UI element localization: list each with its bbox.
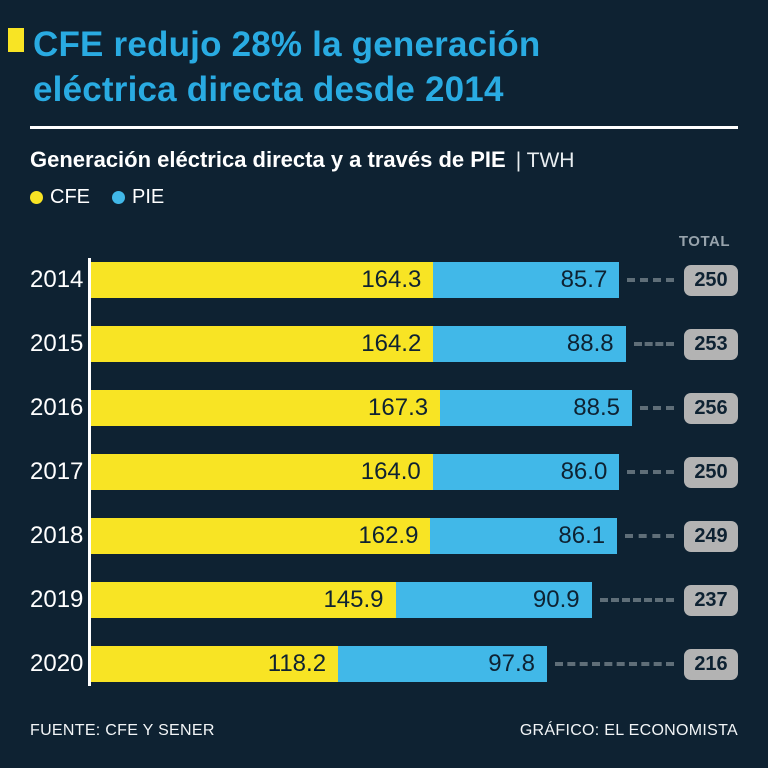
- title-marker-icon: [8, 28, 24, 52]
- total-column-header: TOTAL: [678, 233, 730, 250]
- pie-value: 85.7: [560, 266, 608, 293]
- page-title: CFE redujo 28% la generación eléctrica d…: [33, 22, 738, 112]
- title-line-1: CFE redujo 28% la generación: [33, 25, 541, 64]
- year-label: 2019: [30, 586, 84, 613]
- title-separator: [30, 126, 738, 129]
- pie-segment: 85.7: [433, 262, 620, 298]
- pie-segment: 86.1: [430, 518, 618, 554]
- total-badge: 250: [684, 456, 738, 488]
- year-label: 2017: [30, 458, 84, 485]
- pie-value: 86.1: [558, 522, 606, 549]
- connector-dash-icon: [640, 406, 674, 410]
- cfe-value: 162.9: [358, 522, 419, 549]
- chart-rows: 2014 164.3 85.7 250 2015 164.2 88.8 253 2016 167.…: [30, 258, 738, 686]
- legend-label: PIE: [132, 186, 165, 208]
- total-badge: 249: [684, 520, 738, 552]
- footer: FUENTE: CFE Y SENER GRÁFICO: EL ECONOMIS…: [30, 722, 738, 740]
- bar-track: 164.2 88.8: [88, 326, 684, 362]
- stacked-bar: 167.3 88.5: [88, 390, 632, 426]
- total-badge: 237: [684, 584, 738, 616]
- stacked-bar: 145.9 90.9: [88, 582, 592, 618]
- bar-track: 164.3 85.7: [88, 262, 684, 298]
- connector-dash-icon: [627, 470, 674, 474]
- cfe-segment: 164.2: [88, 326, 434, 362]
- bar-track: 167.3 88.5: [88, 390, 684, 426]
- bar-track: 118.2 97.8: [88, 646, 684, 682]
- cfe-segment: 118.2: [88, 646, 339, 682]
- pie-segment: 88.5: [440, 390, 632, 426]
- total-badge: 256: [684, 392, 738, 424]
- chart-subtitle: Generación eléctrica directa y a través …: [30, 147, 738, 173]
- title-line-2: eléctrica directa desde 2014: [33, 70, 504, 109]
- subtitle-unit: | TWH: [515, 149, 575, 172]
- pie-value: 88.8: [566, 330, 614, 357]
- bar-row: 2014 164.3 85.7 250: [30, 262, 738, 298]
- legend-item-cfe: CFE: [30, 186, 90, 209]
- pie-segment: 90.9: [395, 582, 592, 618]
- pie-value: 86.0: [560, 458, 608, 485]
- bar-row: 2017 164.0 86.0 250: [30, 454, 738, 490]
- bar-row: 2015 164.2 88.8 253: [30, 326, 738, 362]
- year-label: 2015: [30, 330, 84, 357]
- pie-segment: 97.8: [338, 646, 547, 682]
- connector-dash-icon: [555, 662, 674, 666]
- connector-dash-icon: [625, 534, 674, 538]
- legend-dot-icon: [30, 191, 43, 204]
- pie-value: 90.9: [532, 586, 580, 613]
- legend-item-pie: PIE: [112, 186, 164, 209]
- stacked-bar: 164.3 85.7: [88, 262, 620, 298]
- cfe-value: 164.0: [360, 458, 421, 485]
- subtitle-text: Generación eléctrica directa y a través …: [30, 147, 506, 172]
- bar-row: 2020 118.2 97.8 216: [30, 646, 738, 682]
- year-label: 2014: [30, 266, 84, 293]
- year-label: 2020: [30, 650, 84, 677]
- bar-row: 2019 145.9 90.9 237: [30, 582, 738, 618]
- pie-segment: 86.0: [432, 454, 620, 490]
- pie-value: 97.8: [488, 650, 535, 677]
- stacked-bar: 164.0 86.0: [88, 454, 620, 490]
- connector-dash-icon: [599, 598, 674, 602]
- stacked-bar: 164.2 88.8: [88, 326, 626, 362]
- year-label: 2016: [30, 394, 84, 421]
- cfe-segment: 145.9: [88, 582, 396, 618]
- total-badge: 253: [684, 328, 738, 360]
- connector-dash-icon: [627, 278, 674, 282]
- bar-track: 162.9 86.1: [88, 518, 684, 554]
- pie-segment: 88.8: [433, 326, 626, 362]
- legend-label: CFE: [50, 186, 90, 208]
- cfe-value: 118.2: [267, 650, 327, 677]
- cfe-value: 167.3: [368, 394, 429, 421]
- cfe-value: 145.9: [323, 586, 384, 613]
- stacked-bar: 118.2 97.8: [88, 646, 547, 682]
- bar-track: 145.9 90.9: [88, 582, 684, 618]
- pie-value: 88.5: [573, 394, 620, 421]
- cfe-segment: 162.9: [88, 518, 431, 554]
- graphic-credit: GRÁFICO: EL ECONOMISTA: [519, 722, 738, 739]
- cfe-value: 164.2: [361, 330, 422, 357]
- legend: CFE PIE: [30, 186, 738, 209]
- total-badge: 216: [684, 648, 738, 680]
- legend-dot-icon: [112, 191, 125, 204]
- total-badge: 250: [684, 264, 738, 296]
- connector-dash-icon: [633, 342, 674, 346]
- stacked-bar: 162.9 86.1: [88, 518, 618, 554]
- bar-row: 2016 167.3 88.5 256: [30, 390, 738, 426]
- cfe-segment: 167.3: [88, 390, 441, 426]
- bar-track: 164.0 86.0: [88, 454, 684, 490]
- cfe-segment: 164.0: [88, 454, 433, 490]
- source-credit: FUENTE: CFE Y SENER: [30, 722, 215, 739]
- stacked-bar-chart: TOTAL 2014 164.3 85.7 250 2015 164.2 88.8 253 20…: [30, 233, 738, 686]
- bar-row: 2018 162.9 86.1 249: [30, 518, 738, 554]
- year-label: 2018: [30, 522, 84, 549]
- cfe-value: 164.3: [361, 266, 422, 293]
- cfe-segment: 164.3: [88, 262, 434, 298]
